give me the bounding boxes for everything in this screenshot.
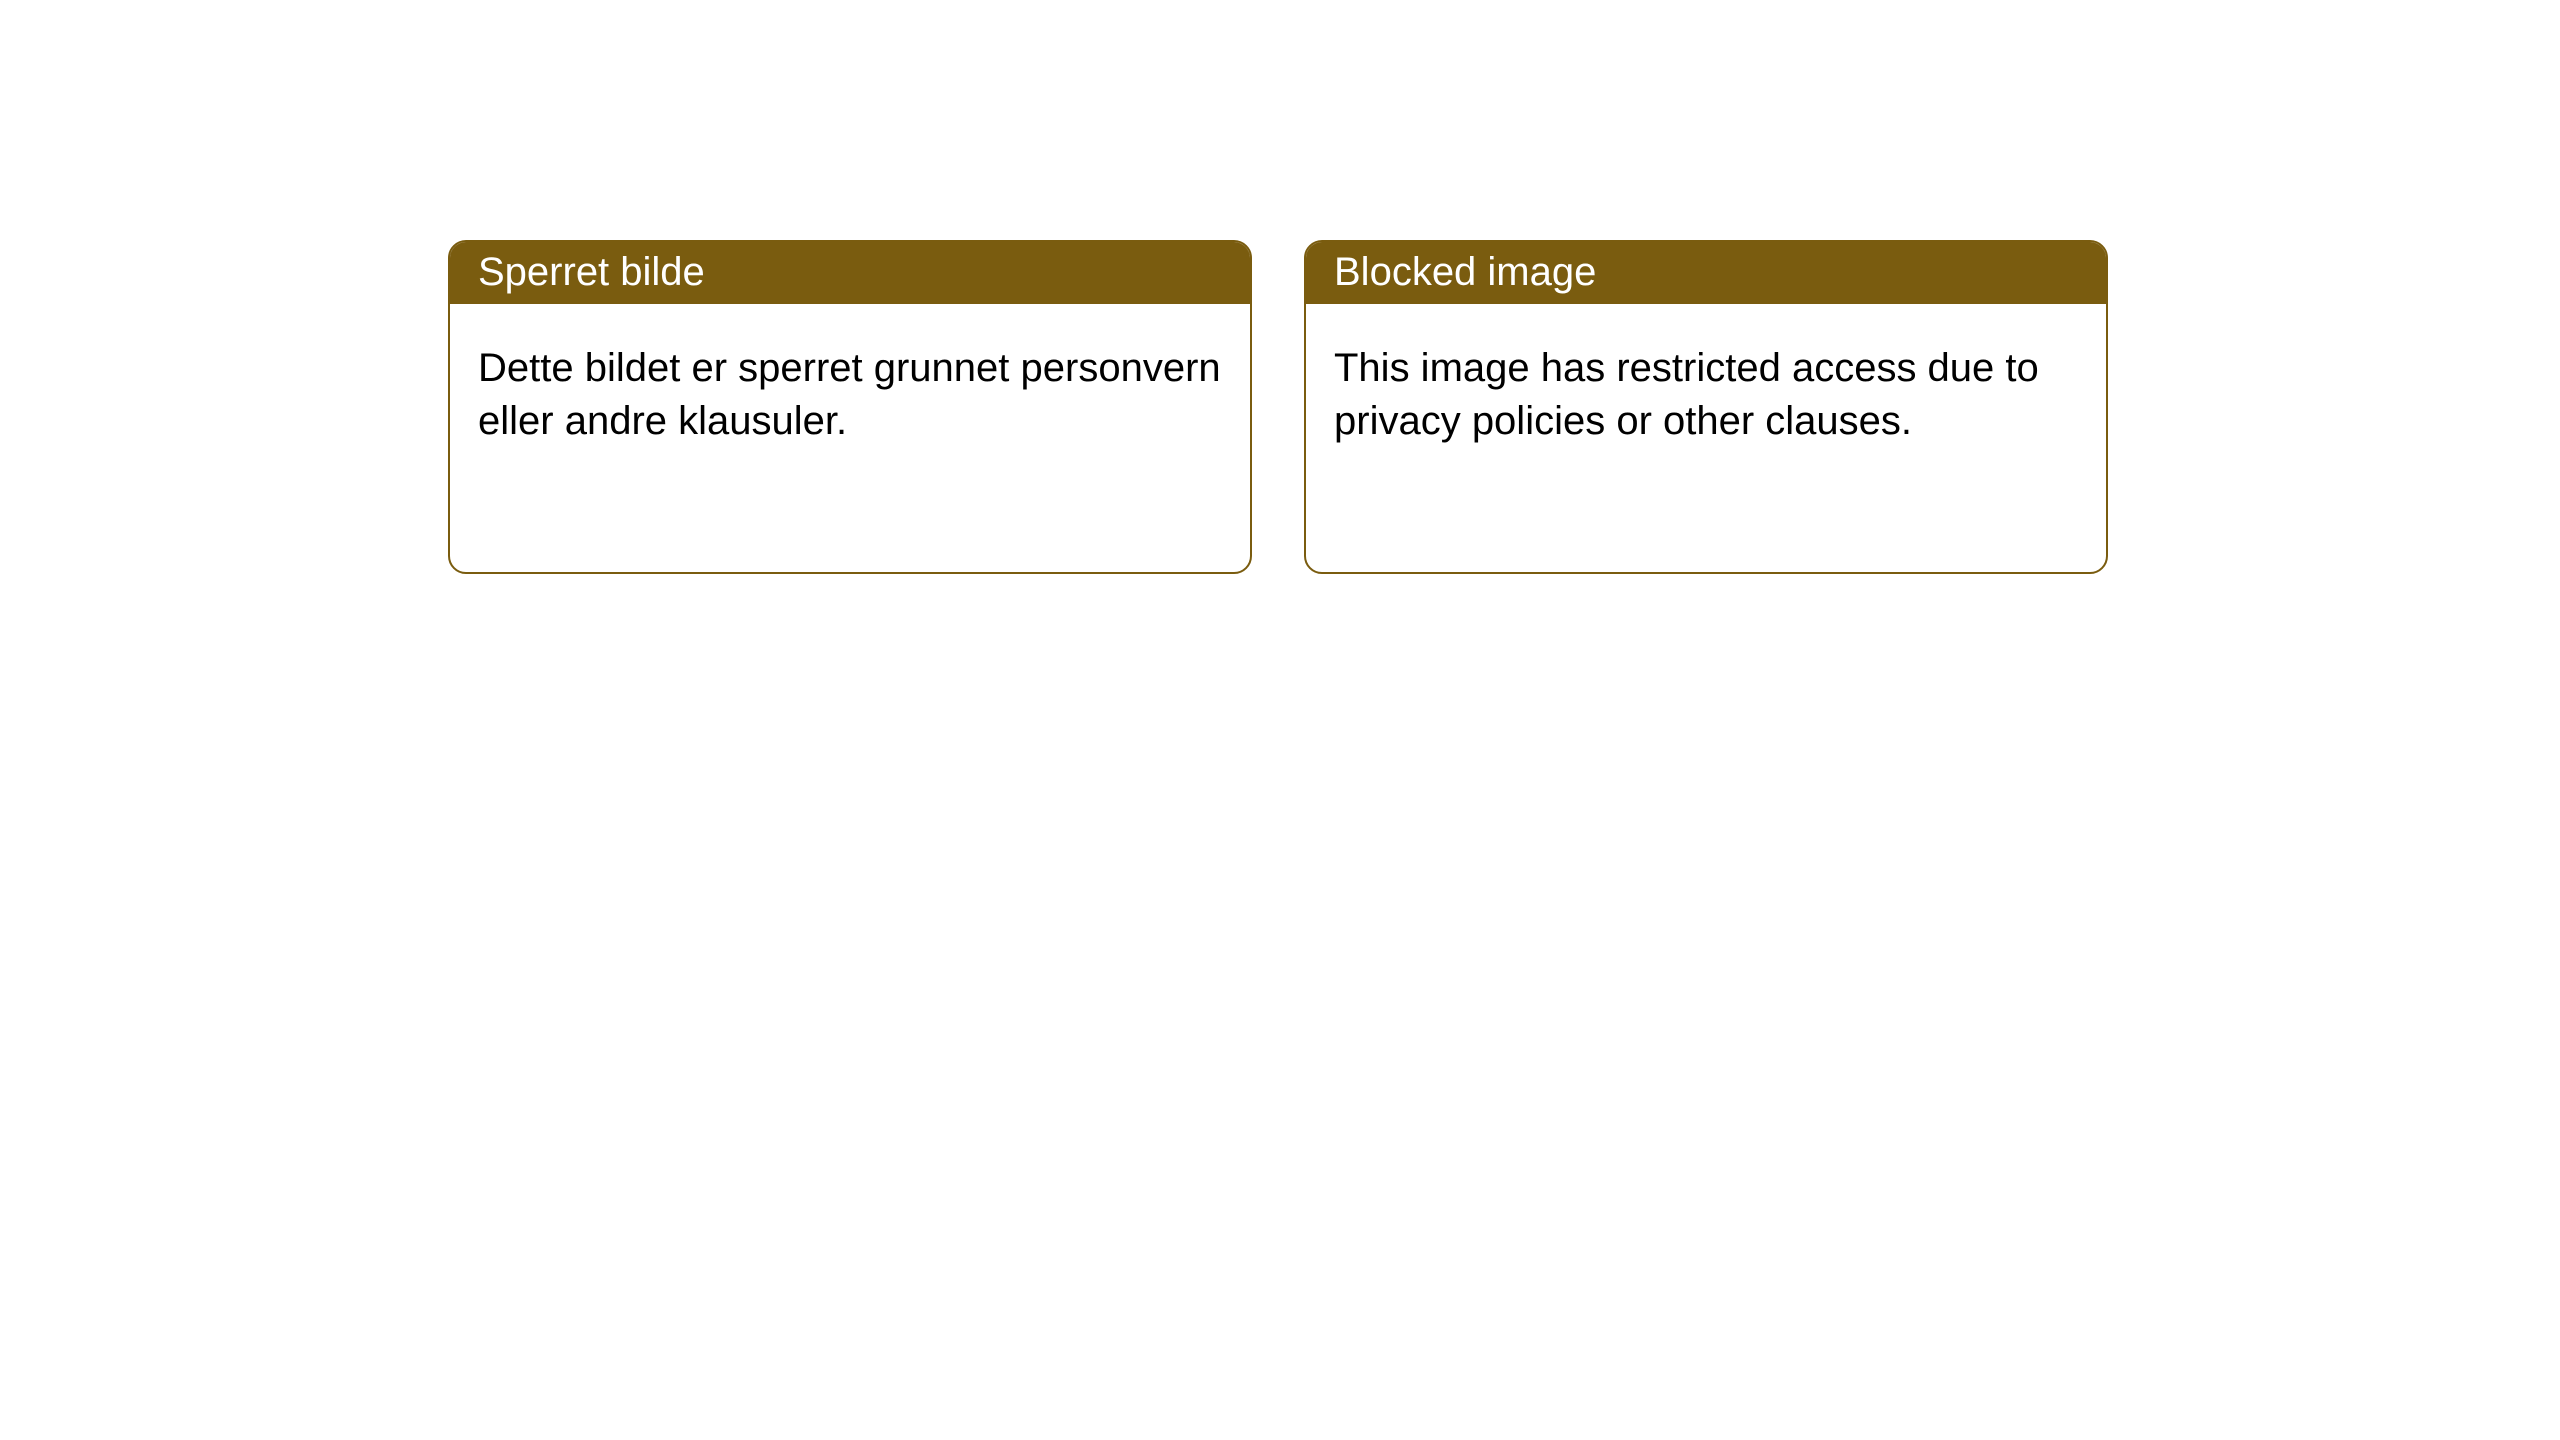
notice-card-english: Blocked image This image has restricted … xyxy=(1304,240,2108,574)
notice-card-header: Blocked image xyxy=(1306,242,2106,304)
notice-card-norwegian: Sperret bilde Dette bildet er sperret gr… xyxy=(448,240,1252,574)
notice-body-text: Dette bildet er sperret grunnet personve… xyxy=(478,346,1221,443)
notice-card-body: This image has restricted access due to … xyxy=(1306,304,2106,476)
notice-title: Blocked image xyxy=(1334,250,1596,295)
notice-body-text: This image has restricted access due to … xyxy=(1334,346,2039,443)
notice-title: Sperret bilde xyxy=(478,250,705,295)
notice-card-body: Dette bildet er sperret grunnet personve… xyxy=(450,304,1250,476)
notice-card-header: Sperret bilde xyxy=(450,242,1250,304)
notice-container: Sperret bilde Dette bildet er sperret gr… xyxy=(0,0,2560,574)
